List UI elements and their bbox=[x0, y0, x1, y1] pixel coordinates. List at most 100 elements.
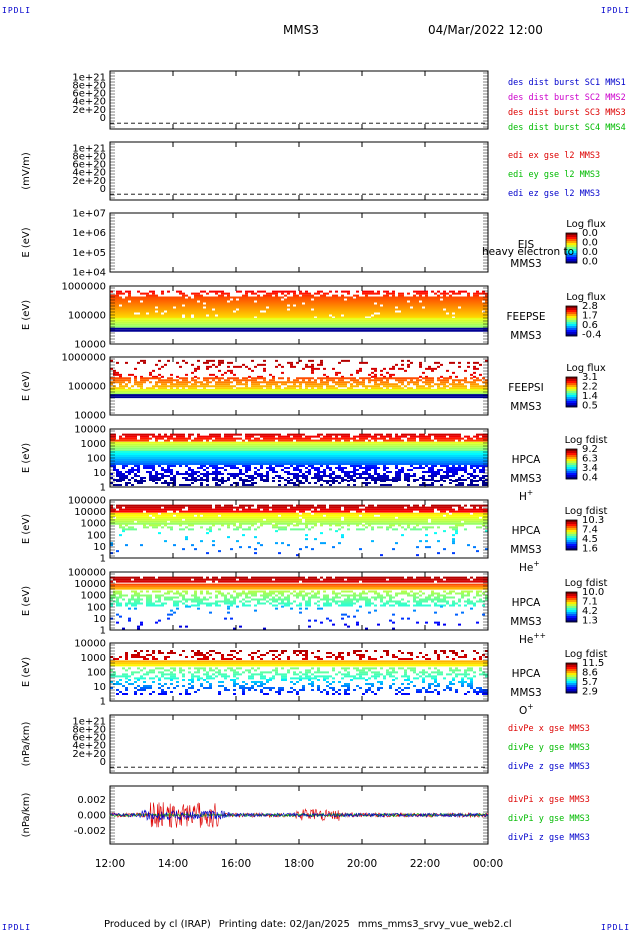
y-axis-label: E (eV) bbox=[21, 227, 32, 257]
colorbar-tick-label: 2.8 bbox=[582, 301, 598, 312]
x-ticks bbox=[109, 500, 489, 558]
footer-produced-by: Produced by cl (IRAP) bbox=[104, 919, 211, 930]
species-label: He+ bbox=[519, 559, 540, 574]
y-tick-label: 1e+05 bbox=[72, 248, 106, 259]
y-tick-label: 1e+21 bbox=[72, 72, 106, 83]
legend-entry: des dist burst SC4 MMS4 bbox=[508, 123, 626, 133]
y-tick-label: 0.000 bbox=[77, 811, 106, 822]
instrument-label: FEEPSE bbox=[507, 311, 546, 323]
y-tick-label: 4e+20 bbox=[72, 97, 106, 108]
corner-label-top-right: IPDLI bbox=[601, 6, 630, 15]
colorbar-tick-label: 0.0 bbox=[582, 247, 598, 258]
footer: Produced by cl (IRAP) Printing date: 02/J… bbox=[104, 919, 520, 930]
instrument-label: HPCA bbox=[512, 668, 542, 680]
colorbar-tick-label: 0.0 bbox=[582, 238, 598, 249]
colorbar bbox=[565, 448, 578, 480]
panel-p10 bbox=[109, 714, 489, 774]
y-tick-label: 2e+20 bbox=[72, 176, 106, 187]
colorbar-tick-label: 11.5 bbox=[582, 658, 604, 669]
y-tick-label: 1e+04 bbox=[72, 268, 106, 279]
y-minor-ticks bbox=[110, 287, 488, 343]
legend-entry: edi ez gse l2 MMS3 bbox=[508, 189, 600, 199]
x-tick-label: 16:00 bbox=[221, 858, 251, 870]
instrument-label: HPCA bbox=[512, 454, 542, 466]
colorbar-tick-label: 1.4 bbox=[582, 391, 598, 402]
y-tick-label: 2e+20 bbox=[72, 105, 106, 116]
y-tick-label: 1000 bbox=[81, 519, 106, 530]
x-ticks bbox=[109, 786, 489, 844]
y-axis-label: E (eV) bbox=[21, 657, 32, 687]
spacecraft-label: MMS3 bbox=[510, 473, 541, 485]
y-minor-ticks bbox=[110, 214, 488, 270]
colorbar-tick-label: 4.5 bbox=[582, 534, 598, 545]
spacecraft-label: MMS3 bbox=[510, 544, 541, 556]
y-axis-label: E (eV) bbox=[21, 514, 32, 544]
colorbar-tick-label: 7.4 bbox=[582, 525, 598, 536]
corner-label-bottom-left: IPDLI bbox=[2, 923, 32, 932]
spacecraft-label: MMS3 bbox=[510, 616, 541, 628]
y-tick-label: 10 bbox=[93, 614, 106, 625]
legend-entry: divPi z gse MMS3 bbox=[508, 833, 590, 843]
y-tick-label: 1 bbox=[100, 483, 106, 494]
legend-entry: divPe x gse MMS3 bbox=[508, 724, 590, 734]
footer-filename: mms_mms3_srvy_vue_web2.cl bbox=[357, 919, 512, 930]
y-axis-label: (nPa/km) bbox=[21, 793, 32, 838]
panel-p3 bbox=[109, 212, 578, 273]
colorbar-title: Log flux bbox=[566, 292, 606, 303]
panel-frame bbox=[109, 212, 489, 273]
legend-entry: divPi y gse MMS3 bbox=[508, 814, 590, 824]
y-tick-label: 2e+20 bbox=[72, 749, 106, 760]
y-minor-ticks bbox=[110, 72, 488, 128]
y-tick-label: 8e+20 bbox=[72, 151, 106, 162]
colorbar-tick-label: 4.2 bbox=[582, 606, 598, 617]
y-tick-label: 1 bbox=[100, 697, 106, 708]
y-tick-label: 4e+20 bbox=[72, 168, 106, 179]
colorbar bbox=[565, 232, 578, 264]
y-tick-label: 10 bbox=[93, 682, 106, 693]
x-ticks bbox=[109, 572, 489, 630]
colorbar-title: Log flux bbox=[566, 219, 606, 230]
colorbar-tick-label: 7.1 bbox=[582, 597, 598, 608]
colorbar bbox=[565, 305, 578, 337]
corner-label-top-left: IPDLI bbox=[2, 6, 32, 15]
y-minor-ticks bbox=[110, 430, 488, 486]
legend-entry: divPe y gse MMS3 bbox=[508, 743, 590, 753]
colorbar-tick-label: -0.4 bbox=[582, 330, 602, 341]
panel-p9 bbox=[109, 642, 578, 702]
instrument-label: EIS bbox=[518, 239, 535, 251]
y-tick-label: 100000 bbox=[68, 568, 106, 579]
colorbar-tick-label: 1.6 bbox=[582, 544, 598, 555]
y-axis-label: (nPa/km) bbox=[21, 722, 32, 767]
panel-p1 bbox=[109, 70, 489, 130]
spacecraft-label: MMS3 bbox=[510, 330, 541, 342]
legend-entry: divPi x gse MMS3 bbox=[508, 795, 590, 805]
colorbar-tick-label: 2.2 bbox=[582, 382, 598, 393]
y-tick-label: 8e+20 bbox=[72, 724, 106, 735]
colorbar bbox=[565, 376, 578, 408]
colorbar-tick-label: 6.3 bbox=[582, 454, 598, 465]
colorbar-tick-label: 0.0 bbox=[582, 257, 598, 268]
colorbar-title: Log fdist bbox=[565, 435, 608, 446]
y-tick-label: 1000 bbox=[81, 439, 106, 450]
corner-label-bottom-right: IPDLI bbox=[601, 923, 630, 932]
overlay-text: heavy electron to bbox=[482, 246, 574, 258]
y-tick-label: 10000 bbox=[74, 507, 106, 518]
y-tick-label: 1000000 bbox=[61, 282, 106, 293]
y-tick-label: 100 bbox=[87, 602, 106, 613]
panel-frame bbox=[109, 141, 489, 201]
colorbar-title: Log fdist bbox=[565, 506, 608, 517]
y-minor-ticks bbox=[110, 787, 488, 843]
y-axis-label: E (eV) bbox=[21, 443, 32, 473]
colorbar-tick-label: 1.3 bbox=[582, 616, 598, 627]
y-tick-label: 100 bbox=[87, 454, 106, 465]
y-tick-label: 6e+20 bbox=[72, 733, 106, 744]
y-axis-label: E (eV) bbox=[21, 371, 32, 401]
y-tick-label: 10000 bbox=[74, 411, 106, 422]
y-tick-label: 1000000 bbox=[61, 353, 106, 364]
y-tick-label: 6e+20 bbox=[72, 89, 106, 100]
y-tick-label: 10000 bbox=[74, 425, 106, 436]
x-ticks bbox=[109, 213, 489, 272]
species-label: H+ bbox=[519, 488, 533, 503]
y-tick-label: 4e+20 bbox=[72, 741, 106, 752]
y-tick-label: 10000 bbox=[74, 579, 106, 590]
